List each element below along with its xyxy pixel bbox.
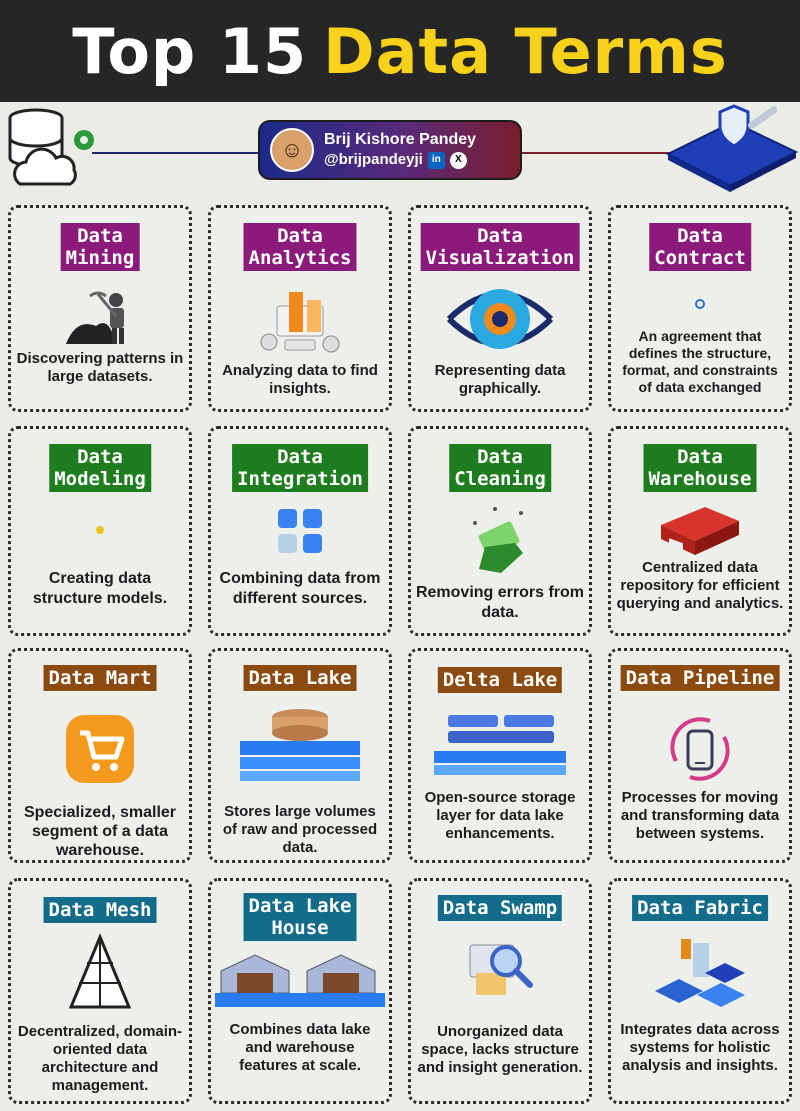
term-description: Removing errors from data. [415,584,585,621]
dot-icon [695,299,705,309]
cart-icon [66,715,134,783]
term-title: Data Modeling [49,444,151,492]
avatar: ☺ [270,128,314,172]
term-title: Data Cleaning [449,444,551,492]
miner-icon [66,291,124,344]
pyramid-icon [68,933,132,1009]
database-cloud-icon [8,108,94,186]
header-banner: Top 15 Data Terms [0,0,800,102]
term-description: Stores large volumes of raw and processe… [222,803,378,856]
term-description: Decentralized, domain-oriented data arch… [17,1023,183,1094]
card-data-cleaning: Data Cleaning Removing errors from data. [408,426,592,636]
term-title: Data Visualization [420,223,580,271]
term-title: Data Mining [60,223,140,271]
author-handle-row: @brijpandeyji in X [324,150,476,170]
page-title-main: Data Terms [323,14,728,88]
card-data-lake: Data Lake Stores large volumes of raw an… [208,648,392,863]
eye-icon [446,289,554,349]
connector-line-left [92,152,262,154]
terms-grid: Data Mining Discovering patterns in large… [8,202,796,1106]
term-description: Unorganized data space, lacks structure … [417,1023,583,1076]
term-description: Open-source storage layer for data lake … [424,789,576,842]
term-description: Representing data graphically. [434,362,566,397]
term-description: Processes for moving and transforming da… [620,789,780,842]
author-card[interactable]: ☺ Brij Kishore Pandey @brijpandeyji in X [258,120,522,180]
card-data-pipeline: Data Pipeline Processes for moving and t… [608,648,792,863]
term-title: Data Mesh [43,897,157,923]
warehouse-icon [661,507,739,555]
term-title: Data Warehouse [643,444,757,492]
server-icon [434,715,566,775]
term-title: Data Analytics [243,223,357,271]
magnifier-icon [469,944,533,995]
term-title: Data Swamp [437,895,563,921]
card-data-mart: Data Mart Specialized, smaller segment o… [8,648,192,863]
term-description: Discovering patterns in large datasets. [16,350,184,385]
author-name: Brij Kishore Pandey [324,131,477,148]
term-title: Data Integration [232,444,368,492]
author-handle: @brijpandeyji [324,151,423,168]
lake-icon [240,709,360,781]
term-title: Data Mart [43,665,157,691]
card-data-warehouse: Data Warehouse Centralized data repositor… [608,426,792,636]
grid-icon [278,509,322,553]
term-title: Data Contract [649,223,751,271]
term-description: Specialized, smaller segment of a data w… [23,804,177,859]
card-data-mining: Data Mining Discovering patterns in large… [8,205,192,412]
card-delta-lake: Delta Lake Open-source storage layer for… [408,648,592,863]
linkedin-icon[interactable]: in [427,151,445,169]
term-description: Integrates data across systems for holis… [620,1021,780,1074]
term-title: Data Pipeline [620,665,780,691]
connector-line-right [520,152,670,154]
page-title-prefix: Top 15 [72,14,308,88]
analytics-icon [260,292,340,353]
phone-sync-icon [670,717,730,781]
card-data-swamp: Data Swamp Unorganized data space, lacks… [408,878,592,1104]
term-description: Combines data lake and warehouse feature… [229,1021,371,1074]
dot-icon [96,526,104,534]
card-data-visualization: Data Visualization Representing data grap… [408,205,592,412]
term-title: Data Fabric [632,895,768,921]
card-data-analytics: Data Analytics Analyzing data to find ins… [208,205,392,412]
term-description: An agreement that defines the structure,… [622,328,778,395]
lakehouse-icon [215,954,385,1007]
term-description: Analyzing data to find insights. [222,362,378,397]
term-title: Data Lake House [243,893,357,941]
x-icon[interactable]: X [449,151,467,169]
fabric-icon [655,939,745,1007]
term-description: Combining data from different sources. [219,570,381,607]
card-data-modeling: Data Modeling Creating data structure mod… [8,426,192,636]
term-description: Creating data structure models. [32,570,168,607]
card-data-mesh: Data Mesh Decentralized, domain-oriented… [8,878,192,1104]
cleaning-hand-icon [473,507,523,573]
security-platform-icon [665,104,798,192]
card-data-contract: Data Contract An agreement that defines t… [608,205,792,412]
card-data-fabric: Data Fabric Integrates data across syste… [608,878,792,1104]
term-title: Data Lake [243,665,357,691]
term-title: Delta Lake [437,667,563,693]
card-data-lake-house: Data Lake House Combines data lake and wa… [208,878,392,1104]
card-data-integration: Data Integration Combining data from diff… [208,426,392,636]
term-description: Centralized data repository for efficien… [616,559,784,612]
